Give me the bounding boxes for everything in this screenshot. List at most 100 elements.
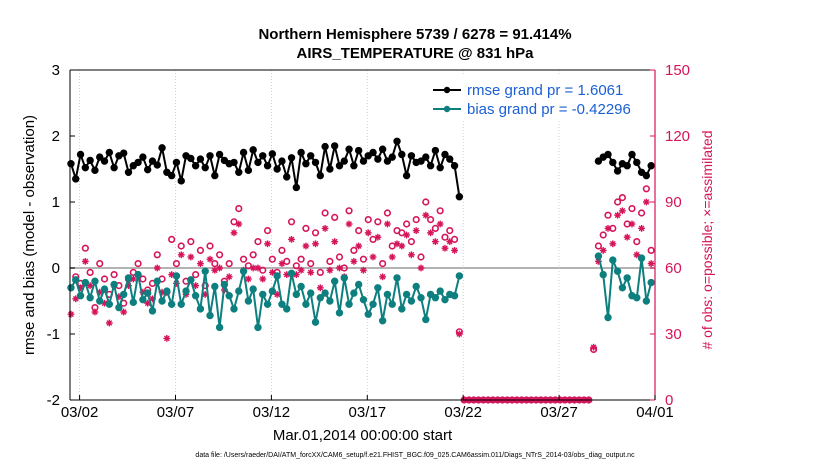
bias-point	[148, 307, 157, 315]
bias-point	[244, 297, 253, 305]
bias-point	[163, 287, 171, 295]
obs-possible-point	[96, 260, 104, 268]
bias-point	[326, 297, 334, 305]
y-right-tick-label: 30	[665, 326, 682, 343]
obs-assimilated-point	[638, 225, 645, 232]
bias-point	[321, 289, 329, 297]
rmse-point	[110, 163, 118, 172]
obs-possible-point	[647, 246, 655, 254]
asterisk-stroke	[163, 335, 170, 342]
obs-assimilated-point	[364, 229, 372, 237]
bias-point	[647, 278, 655, 287]
bias-point	[316, 294, 325, 302]
asterisk-stroke	[633, 251, 640, 258]
chart-subtitle: AIRS_TEMPERATURE @ 831 hPa	[296, 45, 534, 62]
bias-point	[283, 305, 291, 313]
x-tick-label: 03/22	[444, 404, 482, 421]
bias-point	[182, 287, 190, 295]
bias-point	[633, 294, 641, 302]
obs-possible-point	[216, 251, 224, 259]
obs-possible-point	[383, 209, 392, 217]
obs-possible-point	[263, 227, 272, 235]
rmse-point	[268, 150, 277, 158]
y-right-tick-label: 90	[665, 194, 682, 211]
bias-point	[230, 305, 238, 313]
bias-line	[597, 255, 653, 318]
obs-possible-point	[134, 260, 142, 268]
bias-point	[239, 267, 248, 275]
bias-point	[393, 274, 401, 282]
y-right-axis-label: # of obs: o=possible; ×=assimilated	[699, 130, 715, 349]
bias-point	[417, 294, 425, 302]
asterisk-stroke	[82, 258, 89, 265]
obs-assimilated-point	[312, 240, 319, 248]
obs-possible-point	[139, 275, 147, 283]
obs-assimilated-point	[288, 236, 295, 243]
obs-possible-point	[86, 268, 94, 277]
obs-assimilated-point	[408, 251, 415, 259]
obs-possible-point	[422, 198, 430, 206]
rmse-point	[278, 157, 286, 165]
obs-assimilated-point	[379, 273, 387, 281]
asterisk-stroke	[269, 269, 276, 276]
obs-possible-point	[278, 246, 286, 254]
bias-point	[297, 282, 305, 291]
asterisk-stroke	[456, 331, 463, 337]
obs-possible-point	[379, 260, 387, 268]
rmse-point	[211, 171, 219, 180]
obs-assimilated-point	[259, 275, 267, 283]
rmse-point	[120, 149, 128, 157]
y-tick-label: 1	[52, 194, 60, 211]
asterisk-stroke	[360, 267, 367, 274]
asterisk-stroke	[442, 245, 448, 252]
asterisk-stroke	[437, 221, 444, 227]
rmse-point	[307, 152, 315, 160]
obs-assimilated-point	[436, 220, 444, 228]
rmse-point	[302, 160, 310, 168]
obs-possible-point	[249, 251, 257, 259]
rmse-point	[450, 162, 459, 170]
bias-point	[369, 300, 377, 308]
bias-point	[172, 272, 181, 280]
rmse-point	[215, 150, 224, 159]
obs-possible-point	[633, 238, 641, 246]
rmse-point	[254, 158, 262, 167]
obs-assimilated-point	[264, 240, 271, 248]
bias-point	[374, 284, 382, 292]
bias-point	[637, 254, 646, 262]
obs-assimilated-point	[235, 220, 243, 228]
asterisk-stroke	[422, 212, 429, 219]
rmse-point	[105, 148, 114, 157]
obs-assimilated-point	[268, 269, 276, 276]
bias-point	[422, 315, 430, 324]
obs-possible-point	[403, 220, 411, 228]
bias-point	[196, 305, 205, 313]
rmse-point	[187, 154, 195, 163]
bias-point	[201, 267, 209, 275]
rmse-point	[81, 163, 90, 172]
obs-possible-point	[594, 242, 603, 250]
y-tick-label: -1	[47, 326, 60, 343]
bias-point	[412, 282, 420, 291]
obs-assimilated-point	[360, 266, 367, 274]
obs-possible-point	[628, 205, 636, 213]
asterisk-stroke	[451, 247, 458, 254]
asterisk-stroke	[235, 221, 242, 227]
bias-point	[191, 292, 200, 300]
obs-assimilated-point	[331, 238, 339, 245]
asterisk-stroke	[120, 309, 127, 315]
bias-point	[287, 269, 296, 277]
rmse-point	[398, 150, 406, 159]
rmse-point	[230, 158, 238, 167]
obs-assimilated-point	[441, 244, 449, 252]
rmse-point	[167, 171, 176, 180]
rmse-point	[321, 142, 329, 151]
rmse-point	[124, 168, 133, 177]
obs-possible-point	[407, 238, 416, 246]
obs-possible-point	[211, 260, 219, 268]
bias-point	[254, 323, 262, 332]
asterisk-stroke	[279, 260, 285, 267]
obs-possible-point	[110, 271, 118, 279]
obs-assimilated-point	[206, 255, 214, 263]
bias-point	[618, 284, 627, 292]
